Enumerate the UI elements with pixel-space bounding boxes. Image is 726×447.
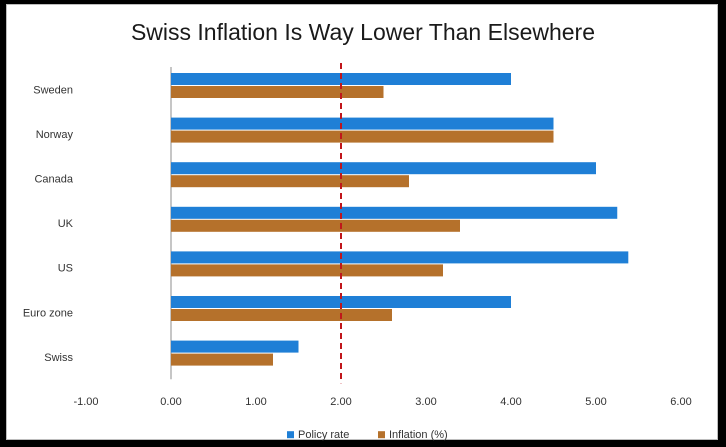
bar-policy-rate (171, 340, 299, 353)
bar-policy-rate (171, 296, 511, 308)
category-label: Norway (36, 129, 74, 141)
bar-policy-rate (171, 251, 629, 264)
x-tick-label: 2.00 (330, 396, 351, 408)
chart-frame: Swiss Inflation Is Way Lower Than Elsewh… (6, 4, 718, 441)
legend-label: Inflation (%) (389, 429, 448, 441)
bar-inflation (171, 175, 409, 188)
legend-swatch (287, 431, 294, 439)
x-tick-label: 0.00 (160, 396, 181, 408)
bar-inflation (171, 130, 554, 143)
x-tick-label: 6.00 (670, 396, 691, 408)
bar-inflation (171, 309, 392, 321)
bar-policy-rate (171, 117, 554, 130)
legend-swatch (378, 431, 385, 439)
bar-policy-rate (171, 206, 618, 219)
x-tick-label: 5.00 (585, 396, 606, 408)
x-tick-label: 4.00 (500, 396, 521, 408)
bar-policy-rate (171, 162, 596, 175)
category-label: UK (58, 218, 74, 230)
category-label: Euro zone (23, 307, 73, 319)
chart-title: Swiss Inflation Is Way Lower Than Elsewh… (130, 19, 596, 45)
bar-inflation (171, 353, 273, 366)
bar-chart: Sweden Norway Canada UK US Euro zone Swiss -1.0… (23, 63, 692, 441)
bar-inflation (171, 264, 443, 277)
legend-label: Policy rate (298, 429, 349, 441)
category-label: Sweden (33, 84, 73, 96)
bar-inflation (171, 219, 460, 232)
x-tick-label: 1.00 (245, 396, 266, 408)
x-tick-label: -1.00 (73, 396, 98, 408)
category-label: Swiss (44, 352, 73, 364)
x-tick-label: 3.00 (415, 396, 436, 408)
bar-inflation (171, 86, 384, 98)
category-label: Canada (34, 174, 73, 186)
category-label: US (58, 263, 73, 275)
